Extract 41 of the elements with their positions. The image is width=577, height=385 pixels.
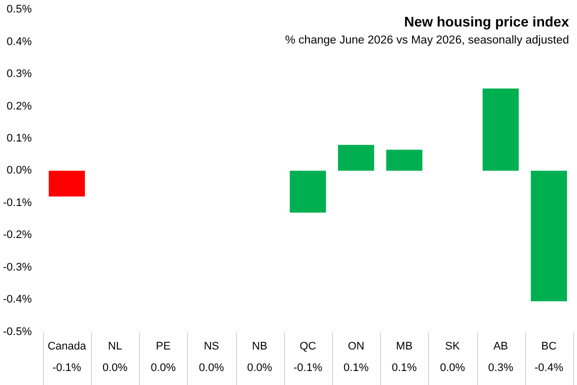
y-tick-label: 0.5% — [6, 4, 32, 16]
x-tick-label: NB — [252, 340, 268, 352]
bar — [386, 150, 422, 171]
y-tick-label: 0.3% — [6, 68, 32, 80]
y-tick-label: 0.2% — [6, 100, 32, 112]
x-tick-label: PE — [156, 340, 171, 352]
chart-title: New housing price index — [404, 13, 570, 30]
x-tick-label: BC — [541, 340, 557, 352]
y-tick-label: -0.5% — [2, 326, 32, 338]
bar — [482, 88, 519, 171]
bar — [290, 170, 326, 213]
y-tick-label: -0.2% — [2, 229, 32, 242]
y-tick-label: 0.0% — [6, 164, 32, 177]
x-tick-label: NS — [204, 340, 220, 352]
x-tick-label: NL — [108, 340, 122, 352]
y-tick-label: -0.3% — [2, 261, 32, 274]
bar — [530, 170, 567, 302]
data-label: 0.1% — [392, 362, 418, 374]
data-label: 0.0% — [198, 362, 224, 374]
y-tick-label: -0.1% — [2, 196, 32, 209]
x-tick-label: AB — [493, 340, 508, 352]
y-tick-label: 0.1% — [6, 132, 32, 145]
data-label: -0.1% — [52, 362, 82, 374]
y-tick-label: 0.4% — [6, 36, 32, 48]
x-tick-label: Canada — [48, 340, 87, 352]
x-tick-label: SK — [445, 340, 460, 352]
y-tick-label: -0.4% — [2, 294, 32, 306]
bar — [338, 144, 374, 171]
data-label: 0.3% — [488, 362, 514, 374]
text: % change June 2026 vs May 2026, seasonally adjusted — [285, 34, 569, 47]
data-label: 0.0% — [247, 362, 272, 374]
x-tick-label: ON — [348, 340, 364, 352]
data-label: 0.0% — [102, 362, 128, 374]
x-tick-label: MB — [396, 340, 413, 352]
data-label: 0.1% — [344, 362, 369, 374]
x-tick-label: QC — [300, 340, 316, 352]
data-label: 0.0% — [150, 362, 176, 374]
data-label: -0.1% — [293, 362, 322, 374]
data-label: -0.4% — [534, 362, 564, 374]
data-label: 0.0% — [440, 362, 466, 374]
bar — [48, 170, 85, 196]
